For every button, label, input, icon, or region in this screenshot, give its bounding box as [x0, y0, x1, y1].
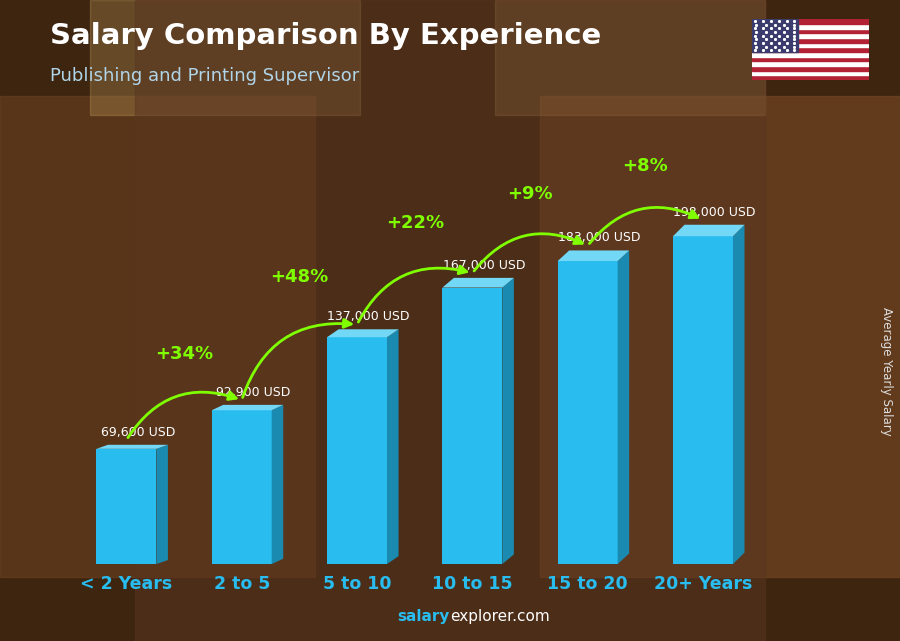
Bar: [752, 76, 868, 80]
Text: Average Yearly Salary: Average Yearly Salary: [880, 308, 893, 436]
Bar: [752, 56, 868, 62]
Bar: [212, 410, 272, 564]
Bar: [752, 66, 868, 71]
Polygon shape: [443, 278, 514, 288]
Polygon shape: [733, 225, 744, 564]
Text: 167,000 USD: 167,000 USD: [443, 259, 525, 272]
Text: Publishing and Printing Supervisor: Publishing and Printing Supervisor: [50, 67, 359, 85]
Text: 137,000 USD: 137,000 USD: [328, 310, 410, 323]
Text: +34%: +34%: [155, 345, 213, 363]
Polygon shape: [157, 445, 168, 564]
Bar: [752, 24, 868, 29]
Bar: [752, 52, 868, 56]
Bar: [327, 337, 387, 564]
Bar: [135, 0, 765, 641]
Polygon shape: [502, 278, 514, 564]
Bar: [752, 19, 798, 52]
Polygon shape: [212, 405, 284, 410]
Text: 198,000 USD: 198,000 USD: [673, 206, 756, 219]
Text: 92,900 USD: 92,900 USD: [216, 386, 291, 399]
Text: salary: salary: [398, 610, 450, 624]
Text: +22%: +22%: [385, 214, 444, 232]
Bar: [558, 261, 617, 564]
Text: 183,000 USD: 183,000 USD: [558, 231, 641, 244]
Polygon shape: [96, 445, 168, 449]
Bar: [752, 71, 868, 76]
Polygon shape: [673, 225, 744, 237]
Polygon shape: [558, 251, 629, 261]
Bar: [96, 449, 157, 564]
Polygon shape: [387, 329, 399, 564]
Bar: [540, 96, 900, 577]
Bar: [752, 29, 868, 33]
Text: +48%: +48%: [270, 267, 328, 285]
Bar: [752, 38, 868, 43]
Text: +8%: +8%: [623, 157, 668, 175]
Text: 69,600 USD: 69,600 USD: [101, 426, 176, 439]
Text: explorer.com: explorer.com: [450, 610, 550, 624]
Bar: [673, 237, 733, 564]
Polygon shape: [327, 329, 399, 337]
Bar: [752, 43, 868, 47]
Bar: [752, 62, 868, 66]
Bar: [443, 288, 502, 564]
Polygon shape: [617, 251, 629, 564]
Text: +9%: +9%: [508, 185, 553, 203]
Bar: [495, 0, 765, 115]
Bar: [90, 0, 360, 115]
Bar: [0, 96, 315, 577]
Bar: [752, 33, 868, 38]
Bar: [752, 19, 868, 24]
Bar: [752, 47, 868, 52]
Polygon shape: [272, 405, 284, 564]
Text: Salary Comparison By Experience: Salary Comparison By Experience: [50, 22, 601, 51]
